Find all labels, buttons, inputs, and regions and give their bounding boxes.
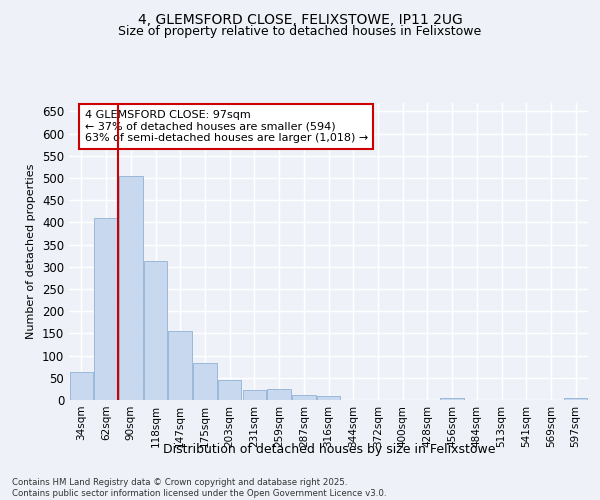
Text: Size of property relative to detached houses in Felixstowe: Size of property relative to detached ho… xyxy=(118,25,482,38)
Bar xyxy=(193,363,217,400)
Bar xyxy=(317,396,340,400)
Bar xyxy=(218,380,241,400)
Bar xyxy=(94,218,118,400)
Bar xyxy=(119,176,143,400)
Bar xyxy=(292,395,316,400)
Y-axis label: Number of detached properties: Number of detached properties xyxy=(26,164,37,339)
Text: 4 GLEMSFORD CLOSE: 97sqm
← 37% of detached houses are smaller (594)
63% of semi-: 4 GLEMSFORD CLOSE: 97sqm ← 37% of detach… xyxy=(85,110,368,143)
Bar xyxy=(169,331,192,400)
Bar xyxy=(242,390,266,400)
Bar xyxy=(268,389,291,400)
Bar xyxy=(144,262,167,400)
Bar xyxy=(440,398,464,400)
Text: Contains HM Land Registry data © Crown copyright and database right 2025.
Contai: Contains HM Land Registry data © Crown c… xyxy=(12,478,386,498)
Text: 4, GLEMSFORD CLOSE, FELIXSTOWE, IP11 2UG: 4, GLEMSFORD CLOSE, FELIXSTOWE, IP11 2UG xyxy=(137,12,463,26)
Bar xyxy=(564,398,587,400)
Text: Distribution of detached houses by size in Felixstowe: Distribution of detached houses by size … xyxy=(163,442,495,456)
Bar xyxy=(70,372,93,400)
